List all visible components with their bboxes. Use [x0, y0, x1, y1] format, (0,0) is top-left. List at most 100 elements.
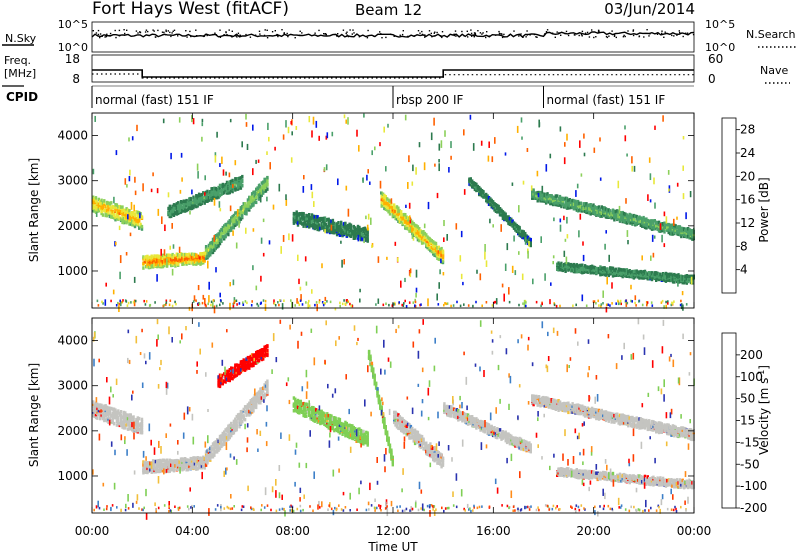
nsearch-point [152, 29, 154, 31]
near-range-cell [609, 304, 611, 307]
range-cell [177, 255, 180, 259]
range-cell [204, 455, 208, 459]
range-cell [231, 189, 234, 194]
range-cell [193, 258, 197, 262]
near-range-cell [143, 299, 145, 303]
range-cell [627, 214, 630, 218]
range-cell [242, 202, 245, 206]
range-cell [648, 276, 651, 280]
range-cell [128, 423, 131, 428]
scatter-cell [518, 251, 520, 255]
nsearch-point [477, 30, 479, 32]
range-cell [575, 266, 578, 271]
range-cell [234, 219, 237, 224]
range-cell [238, 184, 241, 188]
range-cell [493, 205, 496, 209]
range-cell [678, 225, 682, 229]
range-cell [160, 256, 163, 260]
range-cell [204, 256, 208, 260]
freq-strip: Freq. [MHz] 18 8 60 0 Nave [2, 52, 790, 87]
range-cell [227, 227, 230, 231]
range-cell [664, 271, 668, 276]
range-cell [94, 204, 98, 209]
range-cell [420, 236, 424, 241]
scatter-cell [649, 199, 652, 203]
scatter-cell [125, 252, 128, 256]
range-cell [111, 205, 114, 209]
range-cell [143, 256, 146, 260]
range-cell [349, 226, 353, 230]
scatter-cell [423, 223, 426, 229]
range-cell [524, 231, 527, 236]
range-cell [599, 214, 602, 218]
range-cell [610, 270, 613, 274]
range-cell [406, 216, 410, 220]
range-cell [437, 252, 440, 256]
scatter-cell [312, 116, 315, 125]
range-cell [131, 419, 134, 423]
range-cell [670, 278, 673, 282]
range-cell [105, 410, 109, 414]
near-range-cell [174, 300, 176, 304]
range-cell [186, 259, 190, 263]
range-cell [400, 213, 403, 217]
range-cell [107, 201, 110, 205]
range-cell [200, 457, 204, 461]
range-cell [256, 193, 259, 197]
scatter-cell [611, 282, 613, 289]
range-cell [621, 215, 624, 219]
range-cell [259, 390, 262, 394]
range-cell [426, 235, 429, 239]
range-cell [210, 247, 213, 251]
range-cell [546, 200, 549, 204]
range-cell [434, 253, 438, 258]
scatter-cell [201, 118, 204, 123]
range-cell [197, 202, 201, 206]
nsearch-point [448, 35, 450, 37]
range-cell [124, 216, 127, 221]
range-cell [610, 212, 613, 216]
range-cell [128, 219, 131, 223]
scatter-cell [281, 303, 284, 310]
range-cell [114, 414, 117, 418]
nsearch-point [283, 32, 285, 35]
range-cell [108, 202, 112, 206]
nsearch-point [235, 35, 237, 37]
nsearch-point [453, 34, 456, 37]
range-cell [168, 208, 171, 213]
range-cell [105, 213, 109, 218]
scatter-cell [285, 194, 287, 200]
range-cell [197, 192, 201, 197]
nsearch-point [95, 32, 98, 34]
scatter-cell [95, 212, 98, 217]
nsearch-point [155, 36, 157, 38]
nsearch-point [673, 35, 675, 37]
scatter-cell [564, 238, 567, 242]
range-cell [195, 456, 198, 461]
range-cell [635, 269, 638, 273]
range-cell [154, 466, 158, 470]
range-cell [616, 215, 619, 219]
range-cell [213, 441, 216, 445]
range-cell [256, 395, 259, 399]
range-cell [220, 438, 223, 443]
scatter-cell [311, 130, 313, 138]
range-cell [117, 419, 120, 424]
near-range-cell [118, 302, 121, 306]
range-cell [156, 467, 159, 472]
range-cell [593, 265, 597, 270]
scatter-cell [228, 172, 231, 178]
scatter-cell [429, 237, 431, 243]
range-cell [606, 270, 609, 275]
range-cell [200, 252, 204, 256]
nsearch-point [366, 37, 369, 39]
near-range-cell [595, 302, 597, 305]
nsearch-point [544, 33, 546, 35]
range-cell [207, 198, 211, 202]
range-cell [263, 185, 266, 190]
near-range-cell [475, 300, 477, 304]
range-cell [234, 223, 237, 227]
range-cell [257, 390, 261, 394]
range-cell [366, 238, 369, 242]
range-cell [135, 417, 138, 422]
